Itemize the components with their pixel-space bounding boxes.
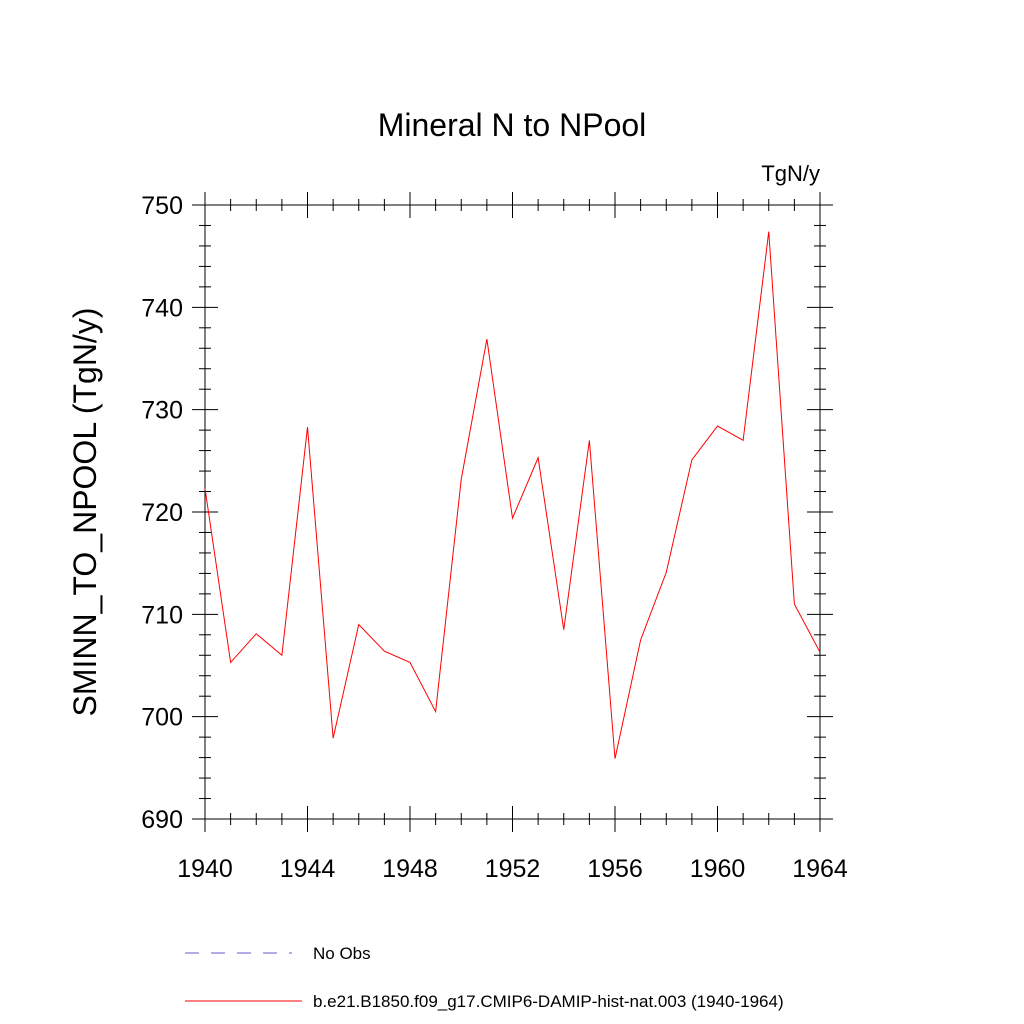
y-tick-label: 710 [141, 601, 183, 629]
x-tick-label: 1960 [690, 855, 746, 883]
y-tick-label: 750 [141, 192, 183, 220]
y-ticks: 690 700 710 720 730 740 750 [141, 192, 833, 834]
x-tick-label: 1944 [280, 855, 336, 883]
legend-label-no-obs: No Obs [313, 944, 371, 963]
x-ticks: 1940 1944 1948 1952 1956 1960 1964 [177, 192, 848, 883]
x-tick-label: 1952 [485, 855, 541, 883]
y-tick-label: 700 [141, 704, 183, 732]
y-tick-label: 690 [141, 806, 183, 834]
chart-title: Mineral N to NPool [378, 107, 647, 143]
units-label: TgN/y [761, 161, 820, 186]
y-axis-label: SMINN_TO_NPOOL (TgN/y) [67, 308, 103, 717]
y-tick-label: 740 [141, 294, 183, 322]
plot-frame [204, 204, 821, 820]
legend-label-model-run: b.e21.B1850.f09_g17.CMIP6-DAMIP-hist-nat… [313, 992, 784, 1011]
x-tick-label: 1964 [792, 855, 848, 883]
x-tick-label: 1940 [177, 855, 233, 883]
x-tick-label: 1948 [382, 855, 438, 883]
series-line-0 [204, 231, 821, 759]
series-layer [204, 231, 821, 759]
y-tick-label: 720 [141, 499, 183, 527]
y-tick-label: 730 [141, 397, 183, 425]
legend: No Obs b.e21.B1850.f09_g17.CMIP6-DAMIP-h… [185, 944, 784, 1011]
x-tick-label: 1956 [587, 855, 643, 883]
